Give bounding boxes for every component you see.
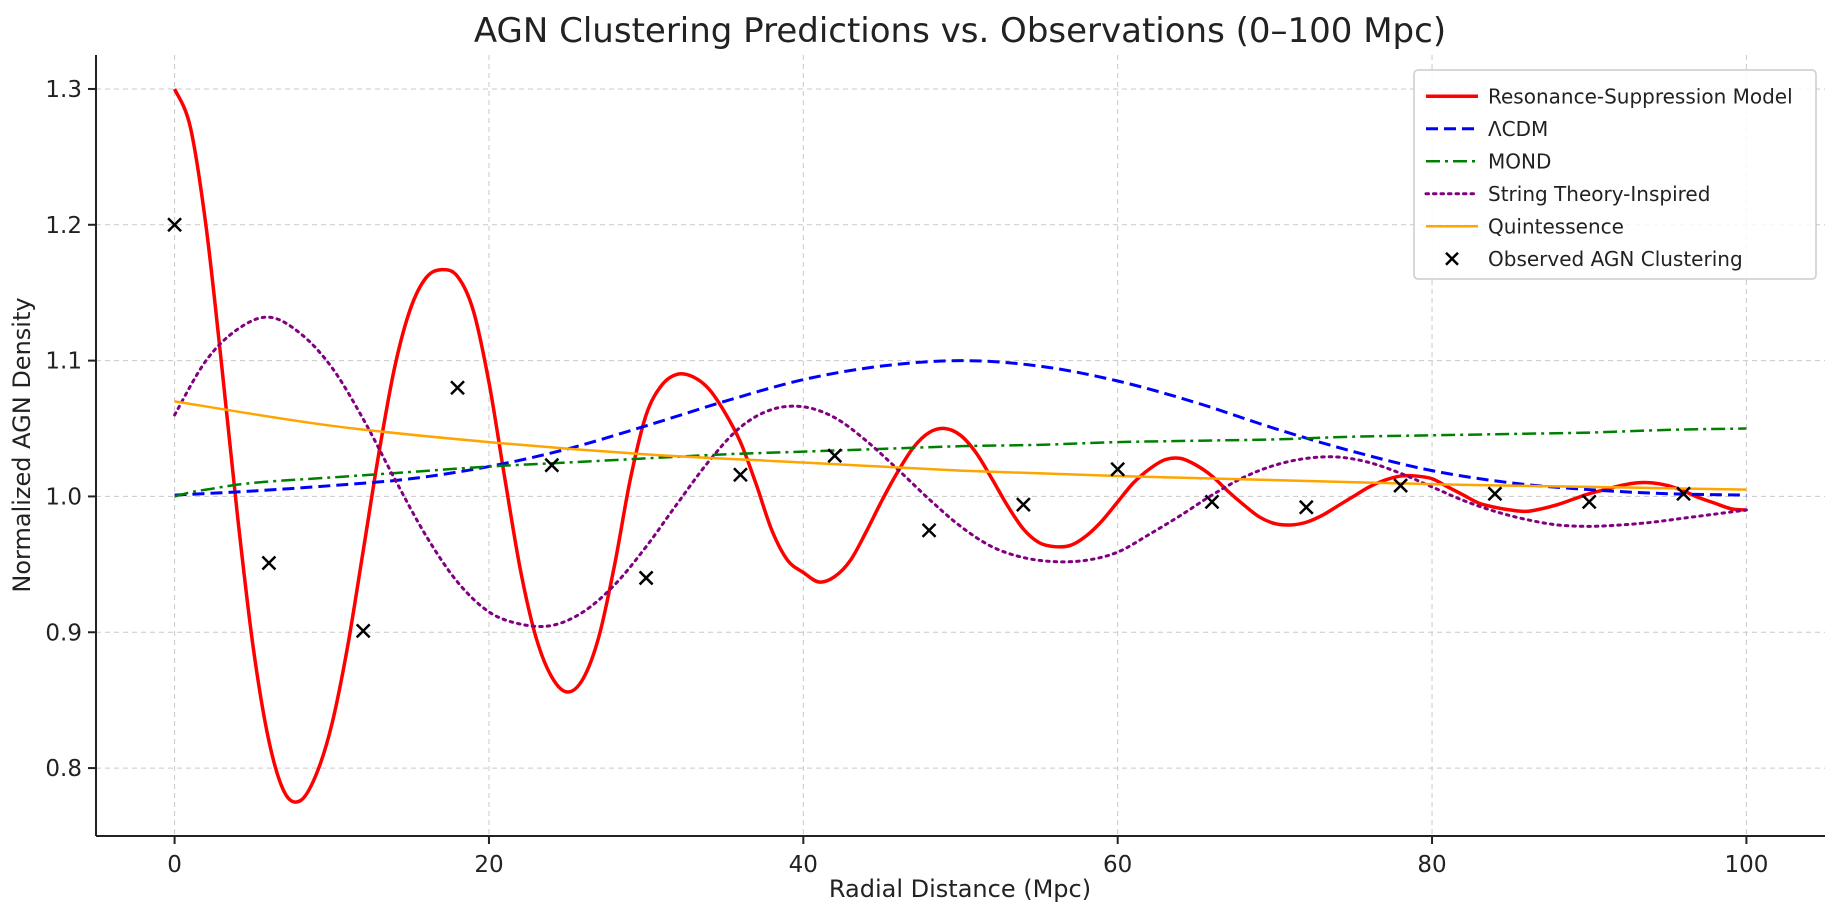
scatter-point (1676, 486, 1691, 502)
scatter-point (1298, 499, 1314, 515)
x-axis-label: Radial Distance (Mpc) (829, 875, 1091, 903)
x-tick-label: 80 (1417, 852, 1446, 878)
legend-label: Observed AGN Clustering (1488, 247, 1743, 271)
scatter-marker-stroke (1204, 494, 1220, 510)
scatter-point (638, 570, 654, 586)
series-line-resonance-suppression-model (172, 88, 1747, 804)
scatter-point (827, 448, 843, 464)
scatter-marker-stroke (921, 523, 937, 538)
scatter-marker-stroke (827, 448, 843, 464)
legend-entry-observed-agn-clustering: Observed AGN Clustering (1445, 247, 1743, 271)
y-tick-label: 1.0 (45, 484, 82, 510)
series-scatter-observed-agn-clustering (167, 217, 1691, 639)
chart-title: AGN Clustering Predictions vs. Observati… (474, 11, 1446, 51)
scatter-marker-stroke (1015, 497, 1031, 512)
axes (95, 55, 1825, 837)
x-tick-label: 60 (1103, 852, 1132, 878)
legend-entry-string-theory-inspired: String Theory-Inspired (1424, 182, 1710, 206)
scatter-marker-stroke (1676, 486, 1691, 502)
scatter-marker-stroke (1393, 478, 1408, 493)
x-tick-label: 100 (1724, 852, 1768, 878)
scatter-marker-stroke (638, 570, 654, 586)
scatter-marker-stroke (450, 380, 465, 396)
scatter-point (1581, 494, 1597, 510)
scatter-point (167, 217, 182, 233)
series-layer (167, 88, 1748, 804)
scatter-marker-stroke (1110, 461, 1126, 477)
ticks: 0 20 40 60 80 100 0.8 0.9 1.0 1.1 1.2 1.3 (45, 77, 1768, 878)
legend-label: Quintessence (1488, 214, 1624, 238)
scatter-marker-stroke (1298, 499, 1314, 515)
legend-label: ΛCDM (1488, 117, 1548, 141)
legend-entry-mond: MOND (1426, 149, 1551, 173)
scatter-point (733, 467, 748, 483)
legend-swatch (1445, 251, 1459, 266)
scatter-point (355, 623, 371, 639)
scatter-point (544, 457, 560, 473)
y-tick-label: 0.8 (45, 756, 82, 782)
legend-label: String Theory-Inspired (1488, 182, 1710, 206)
scatter-marker-stroke (733, 467, 748, 483)
legend-label: MOND (1488, 149, 1551, 173)
x-tick-label: 40 (789, 852, 818, 878)
series-line-cdm (174, 359, 1747, 497)
series-line-string-theory-inspired (173, 315, 1748, 629)
scatter-point (1110, 461, 1126, 477)
legend-entry-resonance-suppression-model: Resonance-Suppression Model (1426, 84, 1793, 108)
scatter-marker-stroke (261, 555, 277, 571)
series-line-mond (174, 427, 1747, 498)
series-line-quintessence (174, 400, 1747, 491)
legend-entry-quintessence: Quintessence (1426, 214, 1624, 238)
scatter-point (921, 523, 937, 538)
y-tick-label: 1.3 (45, 77, 82, 103)
scatter-point (1015, 497, 1031, 512)
scatter-marker-stroke (167, 217, 182, 233)
scatter-point (1204, 494, 1220, 510)
y-tick-label: 1.2 (45, 213, 82, 239)
scatter-marker-stroke (355, 623, 371, 639)
x-tick-label: 20 (474, 852, 503, 878)
legend: Resonance-Suppression Model ΛCDM MOND Strin… (1413, 69, 1817, 280)
y-tick-label: 1.1 (45, 349, 82, 375)
scatter-marker-stroke (1487, 486, 1503, 502)
legend-entry-cdm: ΛCDM (1426, 117, 1548, 141)
scatter-point (261, 555, 277, 571)
legend-box (1413, 69, 1817, 280)
scatter-point (1393, 478, 1408, 493)
scatter-marker-stroke (1581, 494, 1597, 510)
scatter-point (1487, 486, 1503, 502)
x-tick-label: 0 (167, 852, 182, 878)
scatter-marker-stroke (544, 457, 560, 473)
legend-label: Resonance-Suppression Model (1488, 84, 1793, 108)
y-tick-label: 0.9 (45, 620, 82, 646)
y-axis-label: Normalized AGN Density (8, 297, 36, 592)
scatter-point (450, 380, 465, 396)
